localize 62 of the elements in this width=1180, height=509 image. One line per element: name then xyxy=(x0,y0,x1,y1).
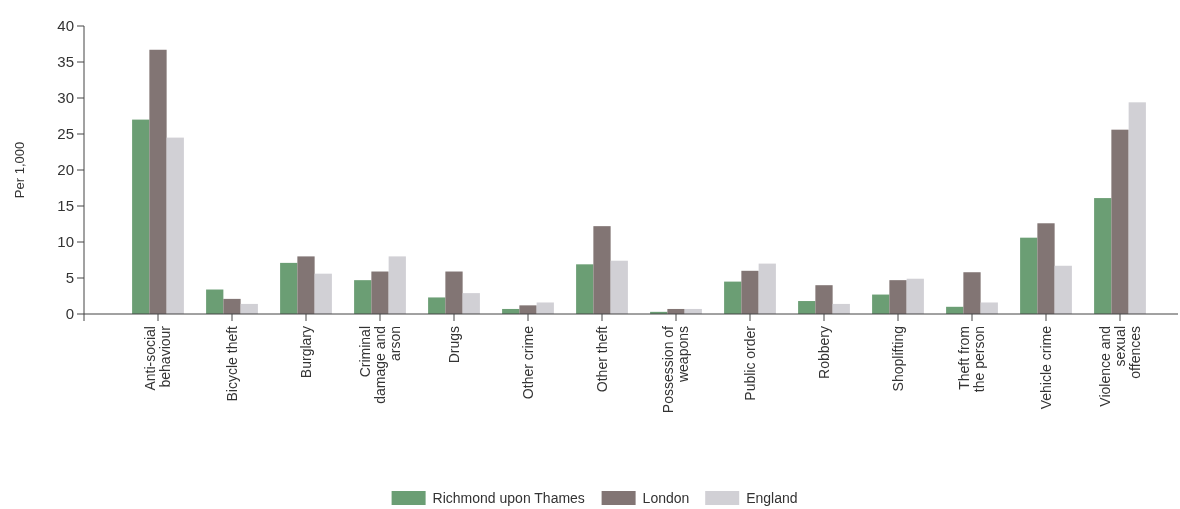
bar xyxy=(223,298,241,314)
bar xyxy=(889,280,907,314)
bar xyxy=(132,119,150,314)
bar xyxy=(980,302,998,314)
x-tick-label: Other crime xyxy=(519,325,536,400)
bar xyxy=(388,256,406,314)
x-tick-label: Criminal damage and arson xyxy=(356,326,403,404)
bar xyxy=(1020,237,1038,314)
bar xyxy=(741,270,759,314)
bar xyxy=(963,272,981,314)
legend-label: Richmond upon Thames xyxy=(432,489,585,506)
x-tick-label: Anti-social behaviour xyxy=(142,325,174,391)
bar xyxy=(280,262,298,314)
x-tick-label: Drugs xyxy=(445,326,462,364)
bar xyxy=(724,281,742,314)
x-tick-label: Burglary xyxy=(297,326,314,379)
bar xyxy=(610,260,628,314)
bar xyxy=(354,280,372,314)
bar xyxy=(166,137,184,314)
bar xyxy=(206,289,224,314)
bar xyxy=(758,263,776,314)
x-tick-label: Possession of weapons xyxy=(660,325,692,414)
bar xyxy=(1037,223,1055,314)
y-tick-label: 30 xyxy=(57,89,74,107)
bar xyxy=(428,297,446,314)
x-tick-label: Public order xyxy=(741,325,758,401)
bar xyxy=(1054,265,1072,314)
y-tick-label: 40 xyxy=(57,17,74,35)
x-tick-label: Bicycle theft xyxy=(223,325,240,402)
y-tick-label: 35 xyxy=(57,53,74,71)
x-tick-label: Vehicle crime xyxy=(1037,325,1054,410)
bar xyxy=(1128,102,1146,314)
bar xyxy=(872,294,890,314)
bar xyxy=(576,264,594,314)
legend-label: England xyxy=(746,489,798,506)
y-tick-label: 10 xyxy=(57,233,74,251)
bar xyxy=(1111,129,1129,314)
legend-label: London xyxy=(642,489,690,506)
bar xyxy=(798,301,816,314)
bar xyxy=(297,256,315,314)
y-tick-label: 5 xyxy=(65,269,74,287)
bar xyxy=(371,271,389,314)
y-axis-title: Per 1,000 xyxy=(12,141,27,199)
bar xyxy=(906,278,924,314)
bar xyxy=(593,226,611,314)
bar xyxy=(815,285,833,314)
x-tick-label: Violence and sexual offences xyxy=(1096,326,1143,407)
y-tick-label: 25 xyxy=(57,125,74,143)
y-tick-label: 20 xyxy=(57,161,74,179)
x-tick-label: Shoplifting xyxy=(889,326,906,392)
bar xyxy=(536,302,554,314)
bar xyxy=(462,293,480,314)
x-tick-label: Robbery xyxy=(815,326,832,379)
y-tick-label: 0 xyxy=(65,305,74,323)
bar xyxy=(519,305,537,314)
x-tick-label: Other theft xyxy=(593,325,610,393)
bar xyxy=(445,271,463,314)
x-tick-label: Theft from the person xyxy=(956,326,988,393)
y-tick-label: 15 xyxy=(57,197,74,215)
bar xyxy=(314,273,332,314)
bar xyxy=(149,49,167,314)
bar xyxy=(1094,198,1112,314)
